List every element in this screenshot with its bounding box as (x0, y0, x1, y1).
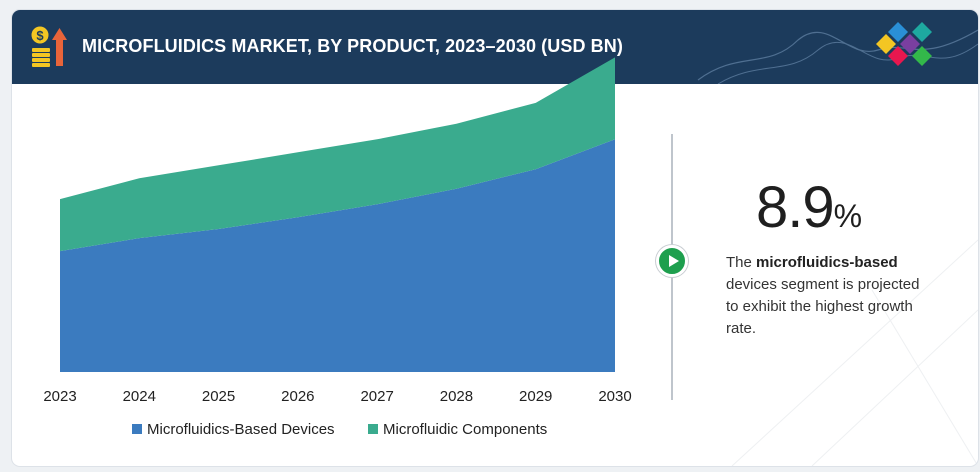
x-tick-label: 2028 (440, 388, 473, 405)
chart-title: MICROFLUIDICS MARKET, BY PRODUCT, 2023–2… (82, 36, 623, 56)
stat-unit: % (833, 198, 863, 234)
stat-value: 8.9 (756, 175, 835, 240)
stat-desc-bold: microfluidics-based (756, 254, 898, 271)
legend-label: Microfluidic Components (383, 421, 547, 438)
x-tick-label: 2026 (281, 388, 314, 405)
x-tick-label: 2027 (360, 388, 393, 405)
header-decoration (697, 22, 978, 84)
header-bar: $ MICROFLUIDICS MARKET, BY PRODUCT, 2023… (12, 10, 978, 84)
x-tick-label: 2023 (43, 388, 76, 405)
money-growth-icon: $ (30, 25, 67, 67)
area-chart: 2023 2024 2025 2026 2027 2028 2029 2030 Microfl… (43, 57, 978, 466)
background-lines (731, 239, 978, 466)
stat-desc-prefix: The (726, 254, 757, 271)
series-area-devices (60, 139, 615, 372)
legend-item: Microfluidic Components (368, 421, 547, 438)
x-tick-label: 2024 (123, 388, 156, 405)
series-area-components (60, 57, 615, 252)
legend-label: Microfluidics-Based Devices (147, 421, 335, 438)
x-tick-label: 2030 (598, 388, 631, 405)
stat-desc-rest: devices segment is projected to exhibit … (726, 276, 920, 337)
play-arrow-icon[interactable] (656, 245, 688, 277)
x-tick-label: 2029 (519, 388, 552, 405)
x-tick-label: 2025 (202, 388, 235, 405)
legend-item: Microfluidics-Based Devices (132, 421, 335, 438)
diamond-logo (876, 22, 932, 66)
growth-stat: 8.9% (756, 174, 862, 241)
legend-swatch (132, 424, 142, 434)
svg-text:$: $ (36, 28, 44, 43)
infographic-card: $ MICROFLUIDICS MARKET, BY PRODUCT, 2023… (12, 10, 978, 466)
stat-description: The microfluidics-based devices segment … (726, 252, 936, 340)
legend-swatch (368, 424, 378, 434)
